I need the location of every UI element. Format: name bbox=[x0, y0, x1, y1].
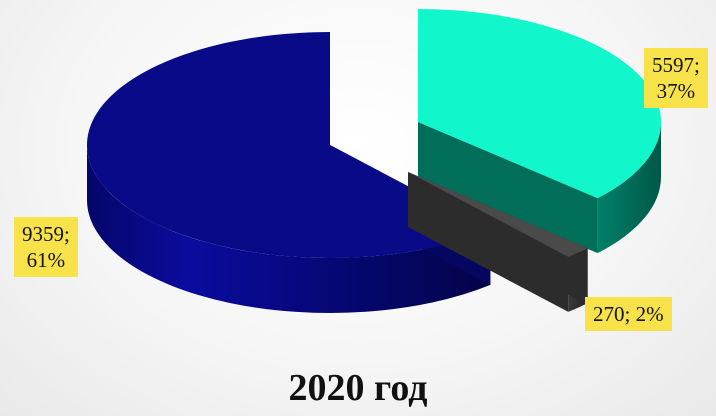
data-label-line: 61% bbox=[26, 248, 66, 272]
pie-slice-top bbox=[86, 32, 491, 258]
data-label-line: 37% bbox=[656, 79, 696, 103]
data-label-slice-1: 5597; 37% bbox=[644, 48, 708, 108]
pie-slice-top bbox=[408, 172, 588, 257]
data-label-line: 270; 2% bbox=[593, 302, 664, 326]
data-label-slice-2: 270; 2% bbox=[585, 297, 672, 331]
chart-title: 2020 год bbox=[288, 367, 428, 409]
pie-slice-2 bbox=[408, 172, 588, 312]
pie-slice-side bbox=[597, 122, 661, 254]
pie-slice-cut-face bbox=[418, 122, 598, 254]
pie-slice-top bbox=[418, 9, 662, 199]
data-label-slice-3: 9359; 61% bbox=[14, 217, 78, 277]
pie-slice-side bbox=[87, 145, 491, 313]
data-label-line: 5597; bbox=[652, 53, 700, 77]
data-label-line: 9359; bbox=[22, 222, 70, 246]
pie-slice-1 bbox=[418, 9, 662, 254]
pie-slice-cut-face bbox=[408, 172, 569, 312]
